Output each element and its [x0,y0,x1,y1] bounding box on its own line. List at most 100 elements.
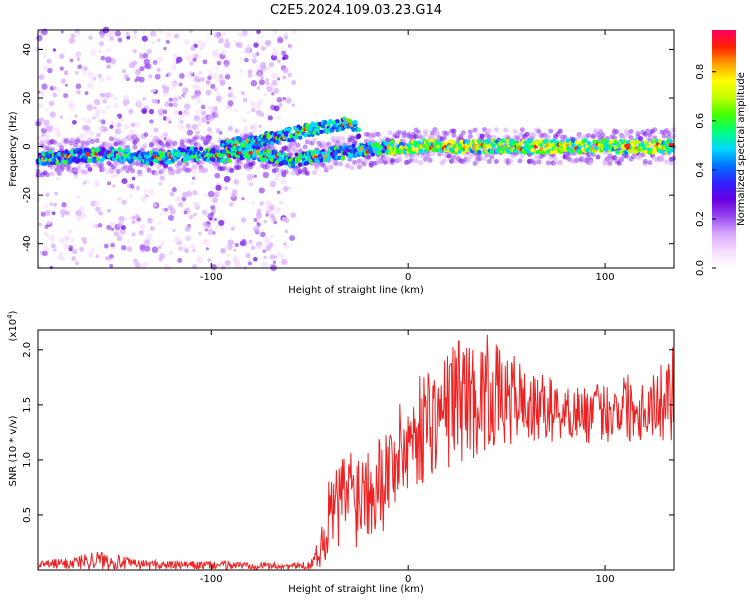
noise-cell [134,69,142,76]
ridge-cell [388,146,393,151]
noise-cell [232,255,239,262]
noise-cell [197,39,202,45]
band-cell [385,155,391,161]
noise-cell [240,90,246,96]
noise-cell [193,115,200,122]
noise-cell [192,57,197,62]
noise-cell [261,261,268,268]
band-cell [99,162,105,168]
noise-cell [198,231,202,236]
noise-cell [276,190,281,195]
band-cell [557,159,563,165]
ridge-cell [399,141,404,147]
noise-cell [135,76,141,82]
ridge-cell [565,138,571,143]
noise-cell [61,202,67,208]
ridge-cell [290,164,296,169]
noise-cell [253,174,257,178]
noise-cell [256,86,261,90]
noise-cell [234,128,239,133]
noise-cell [109,263,114,268]
band-cell [465,158,471,164]
ridge-cell [438,141,443,146]
noise-cell [283,35,289,40]
noise-cell [132,49,137,54]
band-cell [40,139,46,145]
noise-cell [214,113,220,118]
band-cell [349,135,355,141]
ridge-cell [319,129,324,135]
noise-cell [190,181,195,186]
noise-cell [202,238,210,245]
noise-cell [276,59,281,63]
noise-cell [173,236,181,244]
noise-cell [116,235,123,242]
noise-cell [106,208,111,213]
noise-cell [195,130,200,135]
noise-cell [222,185,226,189]
noise-cell [260,65,267,72]
noise-cell [129,215,133,220]
noise-cell [140,195,147,202]
noise-cell [238,31,245,38]
noise-cell [266,66,271,71]
band-cell [623,153,629,159]
band-cell [382,159,388,165]
ridge-cell [489,149,494,155]
ridge-cell [62,160,67,165]
noise-cell [171,187,177,193]
noise-cell [272,47,277,52]
band-cell [508,158,514,164]
noise-cell [117,222,123,228]
noise-cell [81,117,85,121]
ridge-cell [450,140,455,145]
noise-cell [55,176,60,181]
noise-cell [206,120,210,125]
noise-cell [184,235,191,242]
noise-cell [106,105,111,109]
noise-cell [207,258,211,262]
noise-cell [115,173,119,177]
noise-cell [153,61,158,66]
noise-cell [95,254,100,259]
noise-cell [251,58,257,64]
band-cell [323,165,329,171]
snr-panel: -100 0 100 0.5 1.0 1.5 2.0 Height of straight… [6,310,675,595]
band-cell [63,138,69,144]
noise-cell [85,118,92,125]
noise-cell [234,242,239,248]
noise-cell [201,43,206,47]
noise-cell [87,82,94,89]
noise-cell [139,244,146,251]
band-cell [290,141,296,147]
band-cell [196,142,202,148]
noise-cell [192,83,198,89]
band-cell [441,135,447,141]
y-tick-label: -20 [22,187,33,203]
ridge-cell [170,158,175,163]
band-cell [597,128,603,134]
band-cell [73,167,79,173]
noise-cell [263,236,271,243]
ridge-cell [411,146,416,152]
noise-cell [70,33,76,39]
noise-cell [99,32,105,39]
band-cell [408,157,414,163]
noise-cell [97,223,103,228]
noise-cell [282,75,287,80]
ridge-cell [569,149,574,154]
noise-cell [71,248,78,255]
noise-cell [258,232,262,236]
noise-cell [76,194,81,200]
ridge-cell [613,145,618,150]
noise-cell [81,213,87,219]
ridge-cell [457,143,462,148]
band-cell [512,129,518,135]
ridge-cell [430,147,436,152]
ridge-cell [512,139,517,145]
noise-cell [58,53,65,60]
band-cell [66,163,72,169]
band-cell [418,160,424,166]
ridge-cell [475,145,480,151]
noise-cell [172,81,176,85]
